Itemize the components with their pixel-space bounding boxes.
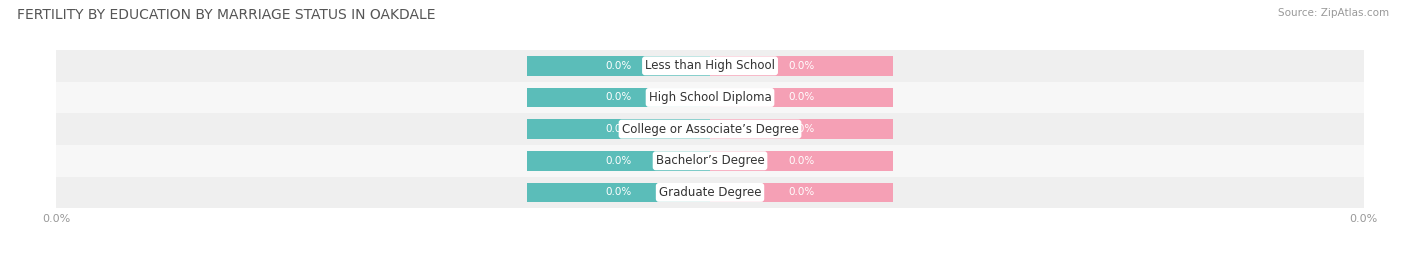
- Bar: [710, 119, 893, 139]
- Text: Bachelor’s Degree: Bachelor’s Degree: [655, 154, 765, 167]
- Text: 0.0%: 0.0%: [789, 61, 814, 71]
- Bar: [710, 56, 893, 76]
- Bar: [710, 151, 893, 171]
- Bar: [527, 56, 710, 76]
- Bar: [710, 183, 893, 202]
- Text: College or Associate’s Degree: College or Associate’s Degree: [621, 123, 799, 136]
- Text: Less than High School: Less than High School: [645, 59, 775, 72]
- Bar: [56, 50, 1364, 82]
- Text: 0.0%: 0.0%: [606, 124, 631, 134]
- Bar: [527, 151, 710, 171]
- Bar: [527, 119, 710, 139]
- Text: Graduate Degree: Graduate Degree: [659, 186, 761, 199]
- Bar: [56, 82, 1364, 113]
- Bar: [56, 145, 1364, 176]
- Text: 0.0%: 0.0%: [789, 156, 814, 166]
- Text: 0.0%: 0.0%: [789, 124, 814, 134]
- Text: 0.0%: 0.0%: [606, 156, 631, 166]
- Bar: [527, 88, 710, 107]
- Text: 0.0%: 0.0%: [789, 93, 814, 102]
- Bar: [56, 176, 1364, 208]
- Text: 0.0%: 0.0%: [606, 187, 631, 197]
- Text: 0.0%: 0.0%: [789, 187, 814, 197]
- Text: Source: ZipAtlas.com: Source: ZipAtlas.com: [1278, 8, 1389, 18]
- Bar: [527, 183, 710, 202]
- Text: 0.0%: 0.0%: [606, 61, 631, 71]
- Text: High School Diploma: High School Diploma: [648, 91, 772, 104]
- Bar: [56, 113, 1364, 145]
- Bar: [710, 88, 893, 107]
- Text: 0.0%: 0.0%: [606, 93, 631, 102]
- Text: FERTILITY BY EDUCATION BY MARRIAGE STATUS IN OAKDALE: FERTILITY BY EDUCATION BY MARRIAGE STATU…: [17, 8, 436, 22]
